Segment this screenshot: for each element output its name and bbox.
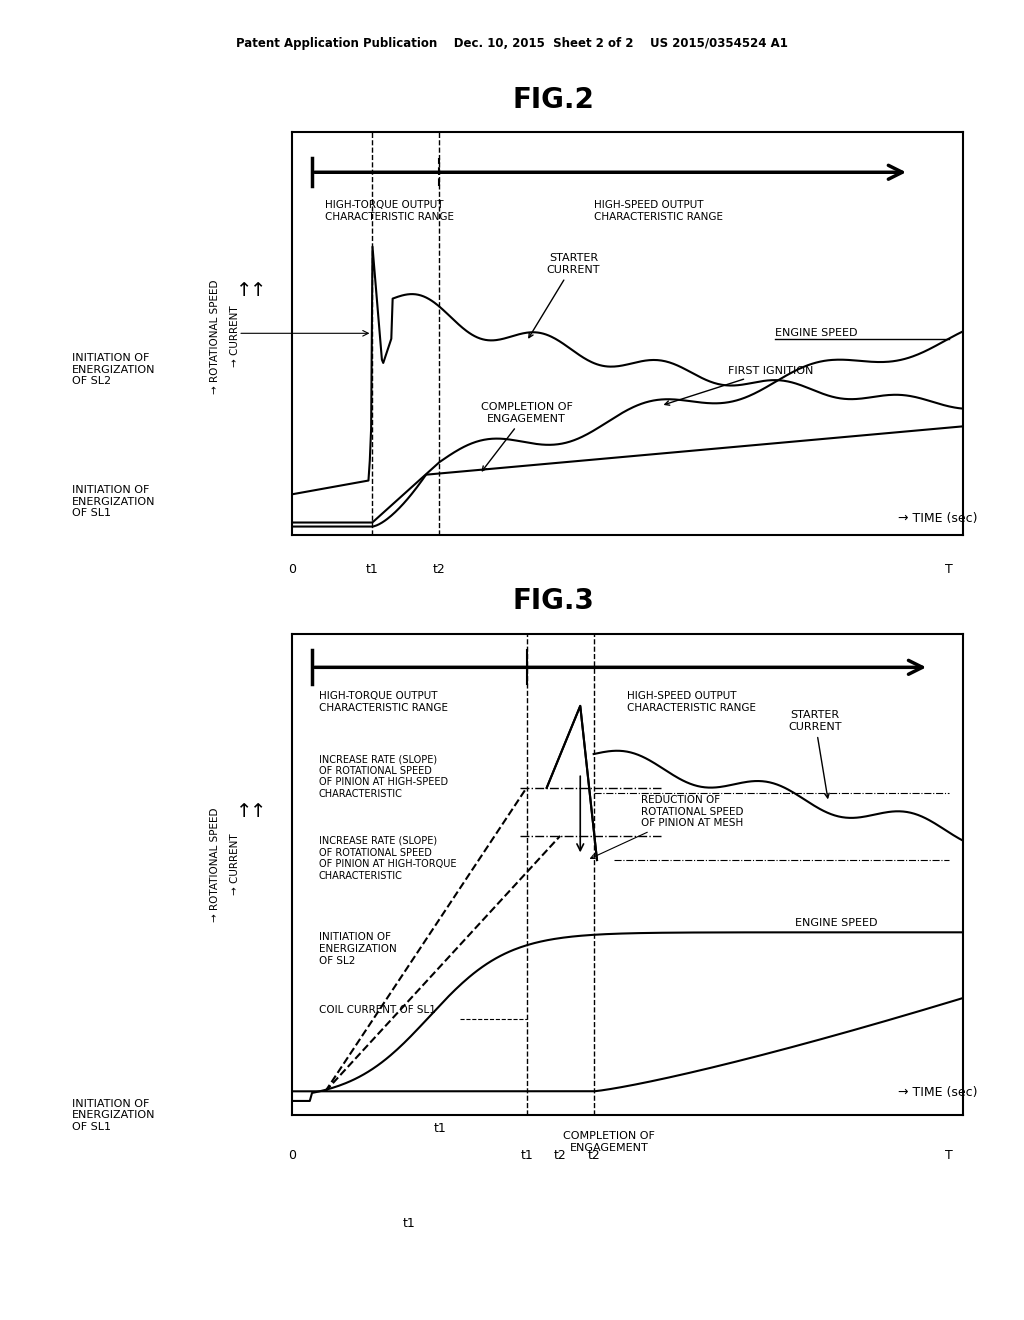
- Text: → CURRENT: → CURRENT: [230, 306, 241, 367]
- Text: COMPLETION OF
ENGAGEMENT: COMPLETION OF ENGAGEMENT: [480, 403, 572, 471]
- Text: Patent Application Publication    Dec. 10, 2015  Sheet 2 of 2    US 2015/0354524: Patent Application Publication Dec. 10, …: [237, 37, 787, 50]
- Text: HIGH-SPEED OUTPUT
CHARACTERISTIC RANGE: HIGH-SPEED OUTPUT CHARACTERISTIC RANGE: [594, 201, 723, 222]
- Text: ENGINE SPEED: ENGINE SPEED: [795, 917, 878, 928]
- Text: t1: t1: [520, 1150, 532, 1162]
- Text: T: T: [945, 1150, 953, 1162]
- Text: → TIME (sec): → TIME (sec): [898, 512, 978, 525]
- Text: STARTER
CURRENT: STARTER CURRENT: [528, 253, 600, 338]
- Text: t1: t1: [434, 1122, 446, 1135]
- Text: → ROTATIONAL SPEED: → ROTATIONAL SPEED: [210, 280, 220, 393]
- Text: COMPLETION OF
ENGAGEMENT: COMPLETION OF ENGAGEMENT: [563, 1131, 655, 1152]
- Text: FIG.3: FIG.3: [512, 587, 594, 615]
- Text: t2: t2: [588, 1150, 600, 1162]
- Text: INCREASE RATE (SLOPE)
OF ROTATIONAL SPEED
OF PINION AT HIGH-TORQUE
CHARACTERISTI: INCREASE RATE (SLOPE) OF ROTATIONAL SPEE…: [318, 836, 456, 880]
- Text: 0: 0: [288, 562, 296, 576]
- Text: STARTER
CURRENT: STARTER CURRENT: [788, 710, 842, 799]
- Text: ↑: ↑: [250, 281, 266, 300]
- Text: → CURRENT: → CURRENT: [230, 834, 241, 895]
- Text: 0: 0: [288, 1150, 296, 1162]
- Text: HIGH-TORQUE OUTPUT
CHARACTERISTIC RANGE: HIGH-TORQUE OUTPUT CHARACTERISTIC RANGE: [326, 201, 455, 222]
- Text: FIRST IGNITION: FIRST IGNITION: [665, 366, 813, 405]
- Text: t2: t2: [433, 562, 445, 576]
- Text: REDUCTION OF
ROTATIONAL SPEED
OF PINION AT MESH: REDUCTION OF ROTATIONAL SPEED OF PINION …: [591, 795, 743, 858]
- Text: HIGH-TORQUE OUTPUT
CHARACTERISTIC RANGE: HIGH-TORQUE OUTPUT CHARACTERISTIC RANGE: [318, 692, 447, 713]
- Text: t1: t1: [366, 562, 379, 576]
- Text: FIG.2: FIG.2: [512, 86, 594, 114]
- Text: ENGINE SPEED: ENGINE SPEED: [775, 329, 857, 338]
- Text: t1: t1: [402, 1217, 416, 1229]
- Text: ↑: ↑: [236, 281, 252, 300]
- Text: INITIATION OF
ENERGIZATION
OF SL2: INITIATION OF ENERGIZATION OF SL2: [72, 352, 156, 387]
- Text: INITIATION OF
ENERGIZATION
OF SL1: INITIATION OF ENERGIZATION OF SL1: [72, 484, 156, 519]
- Text: T: T: [945, 562, 953, 576]
- Text: ↑: ↑: [250, 803, 266, 821]
- Text: → ROTATIONAL SPEED: → ROTATIONAL SPEED: [210, 808, 220, 921]
- Text: t2: t2: [554, 1150, 566, 1162]
- Text: INCREASE RATE (SLOPE)
OF ROTATIONAL SPEED
OF PINION AT HIGH-SPEED
CHARACTERISTIC: INCREASE RATE (SLOPE) OF ROTATIONAL SPEE…: [318, 754, 447, 799]
- Text: INITIATION OF
ENERGIZATION
OF SL2: INITIATION OF ENERGIZATION OF SL2: [318, 932, 396, 965]
- Text: COIL CURRENT OF SL1: COIL CURRENT OF SL1: [318, 1005, 435, 1015]
- Text: → TIME (sec): → TIME (sec): [898, 1086, 978, 1100]
- Text: HIGH-SPEED OUTPUT
CHARACTERISTIC RANGE: HIGH-SPEED OUTPUT CHARACTERISTIC RANGE: [627, 692, 756, 713]
- Text: ↑: ↑: [236, 803, 252, 821]
- Text: INITIATION OF
ENERGIZATION
OF SL1: INITIATION OF ENERGIZATION OF SL1: [72, 1098, 156, 1133]
